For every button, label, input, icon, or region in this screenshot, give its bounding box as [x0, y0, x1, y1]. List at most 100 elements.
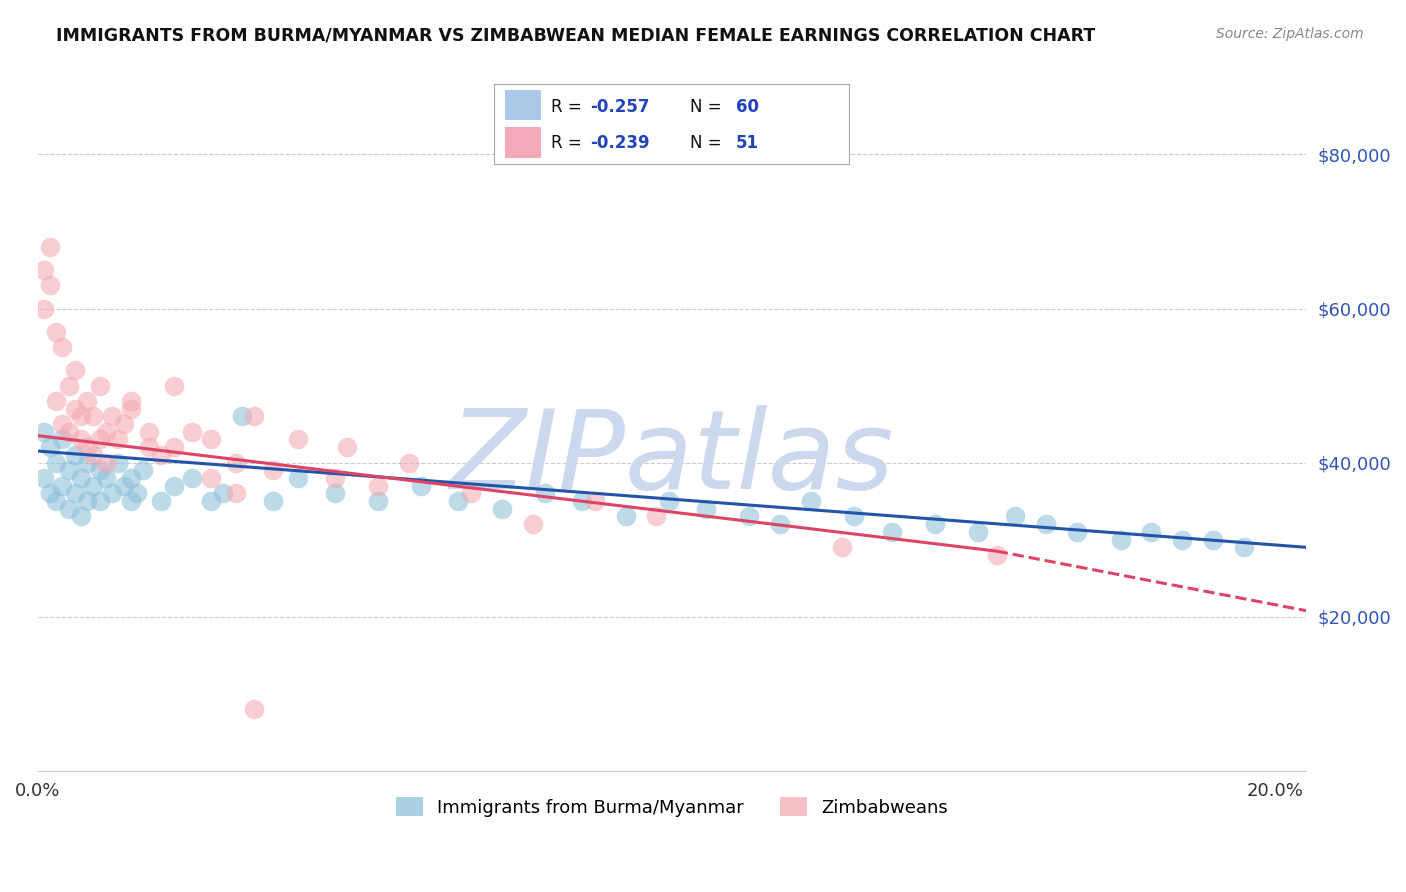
- Point: [163, 478, 186, 492]
- Point: [58, 463, 80, 477]
- Point: [45, 456, 67, 470]
- Point: [336, 440, 359, 454]
- Point: [94, 471, 117, 485]
- Point: [200, 433, 222, 447]
- Point: [70, 471, 93, 485]
- Text: Source: ZipAtlas.com: Source: ZipAtlas.com: [1216, 27, 1364, 41]
- Point: [82, 478, 104, 492]
- Point: [231, 409, 253, 424]
- Point: [94, 456, 117, 470]
- Text: IMMIGRANTS FROM BURMA/MYANMAR VS ZIMBABWEAN MEDIAN FEMALE EARNINGS CORRELATION C: IMMIGRANTS FROM BURMA/MYANMAR VS ZIMBABW…: [56, 27, 1095, 45]
- Point: [181, 471, 204, 485]
- Point: [112, 417, 135, 431]
- Point: [225, 486, 247, 500]
- Point: [51, 417, 73, 431]
- Point: [243, 702, 266, 716]
- Point: [70, 509, 93, 524]
- Point: [138, 440, 160, 454]
- Point: [32, 425, 55, 439]
- Point: [1066, 524, 1088, 539]
- Point: [287, 433, 309, 447]
- Point: [695, 501, 717, 516]
- Point: [82, 409, 104, 424]
- Point: [32, 263, 55, 277]
- Point: [243, 409, 266, 424]
- Point: [76, 440, 98, 454]
- Point: [51, 478, 73, 492]
- Point: [63, 401, 86, 416]
- Point: [1035, 517, 1057, 532]
- Point: [367, 494, 389, 508]
- Point: [32, 471, 55, 485]
- Point: [101, 409, 124, 424]
- Point: [583, 494, 606, 508]
- Point: [63, 448, 86, 462]
- Point: [58, 378, 80, 392]
- Point: [101, 486, 124, 500]
- Point: [986, 548, 1008, 562]
- Point: [658, 494, 681, 508]
- Point: [447, 494, 470, 508]
- Point: [262, 494, 284, 508]
- Point: [1202, 533, 1225, 547]
- Point: [132, 463, 155, 477]
- Point: [82, 448, 104, 462]
- Point: [163, 378, 186, 392]
- Point: [522, 517, 544, 532]
- Point: [181, 425, 204, 439]
- Point: [51, 340, 73, 354]
- Point: [491, 501, 513, 516]
- Point: [262, 463, 284, 477]
- Point: [831, 541, 853, 555]
- Point: [51, 433, 73, 447]
- Point: [1171, 533, 1194, 547]
- Point: [89, 463, 111, 477]
- Point: [125, 486, 148, 500]
- Point: [1109, 533, 1132, 547]
- Point: [138, 425, 160, 439]
- Point: [967, 524, 990, 539]
- Point: [225, 456, 247, 470]
- Point: [571, 494, 593, 508]
- Point: [200, 471, 222, 485]
- Point: [58, 425, 80, 439]
- Point: [107, 456, 129, 470]
- Point: [107, 433, 129, 447]
- Point: [120, 401, 142, 416]
- Point: [287, 471, 309, 485]
- Point: [39, 440, 62, 454]
- Point: [1233, 541, 1256, 555]
- Point: [150, 494, 173, 508]
- Point: [212, 486, 235, 500]
- Point: [89, 494, 111, 508]
- Point: [880, 524, 903, 539]
- Point: [411, 478, 433, 492]
- Point: [63, 486, 86, 500]
- Point: [76, 456, 98, 470]
- Point: [89, 433, 111, 447]
- Point: [39, 278, 62, 293]
- Point: [323, 471, 346, 485]
- Point: [32, 301, 55, 316]
- Point: [76, 494, 98, 508]
- Point: [924, 517, 946, 532]
- Legend: Immigrants from Burma/Myanmar, Zimbabweans: Immigrants from Burma/Myanmar, Zimbabwea…: [388, 790, 956, 824]
- Point: [45, 325, 67, 339]
- Point: [200, 494, 222, 508]
- Point: [163, 440, 186, 454]
- Point: [534, 486, 557, 500]
- Point: [94, 425, 117, 439]
- Point: [460, 486, 482, 500]
- Point: [45, 394, 67, 409]
- Point: [150, 448, 173, 462]
- Point: [120, 494, 142, 508]
- Point: [398, 456, 420, 470]
- Point: [45, 494, 67, 508]
- Point: [76, 394, 98, 409]
- Point: [1140, 524, 1163, 539]
- Text: ZIPatlas: ZIPatlas: [450, 405, 894, 512]
- Point: [120, 394, 142, 409]
- Point: [645, 509, 668, 524]
- Point: [70, 409, 93, 424]
- Point: [39, 240, 62, 254]
